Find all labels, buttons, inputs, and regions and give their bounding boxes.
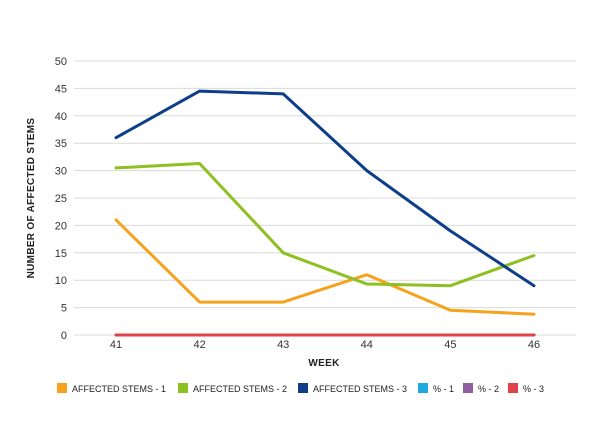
legend-label: AFFECTED STEMS - 3 xyxy=(313,384,407,394)
y-tick-label: 35 xyxy=(55,138,67,150)
legend-label: % - 3 xyxy=(523,384,544,394)
x-axis-ticks: 41 42 43 44 45 46 xyxy=(110,339,540,351)
y-tick-label: 5 xyxy=(61,303,67,315)
legend: AFFECTED STEMS - 1 AFFECTED STEMS - 2 AFFE… xyxy=(57,383,544,394)
legend-item: % - 3 xyxy=(508,383,544,394)
legend-item: AFFECTED STEMS - 2 xyxy=(178,383,287,394)
y-tick-label: 25 xyxy=(55,193,67,205)
legend-label: AFFECTED STEMS - 2 xyxy=(193,384,287,394)
legend-label: % - 1 xyxy=(433,384,454,394)
legend-item: AFFECTED STEMS - 1 xyxy=(57,383,166,394)
legend-item: AFFECTED STEMS - 3 xyxy=(298,383,407,394)
y-axis-ticks: 0 5 10 15 20 25 30 35 40 45 50 xyxy=(55,56,67,342)
x-axis-title: WEEK xyxy=(308,358,340,369)
grid-lines xyxy=(74,60,576,336)
legend-swatch xyxy=(178,383,188,393)
x-tick-label: 46 xyxy=(528,339,540,351)
y-axis-title: NUMBER OF AFFECTED STEMS xyxy=(26,118,37,279)
legend-swatch xyxy=(298,383,308,393)
series-line-1 xyxy=(114,218,536,316)
legend-swatch xyxy=(418,383,428,393)
x-tick-label: 45 xyxy=(444,339,456,351)
series-line-3 xyxy=(114,89,536,288)
y-tick-label: 15 xyxy=(55,248,67,260)
series-lines xyxy=(114,89,536,337)
x-tick-label: 43 xyxy=(277,339,289,351)
legend-swatch xyxy=(463,383,473,393)
legend-swatch xyxy=(57,383,67,393)
y-tick-label: 50 xyxy=(55,56,67,68)
y-tick-label: 45 xyxy=(55,83,67,95)
legend-item: % - 1 xyxy=(418,383,454,394)
legend-swatch xyxy=(508,383,518,393)
y-tick-label: 0 xyxy=(61,330,67,342)
x-tick-label: 41 xyxy=(110,339,122,351)
series-line-2 xyxy=(114,162,536,288)
y-tick-label: 30 xyxy=(55,166,67,178)
legend-label: AFFECTED STEMS - 1 xyxy=(72,384,166,394)
legend-item: % - 2 xyxy=(463,383,499,394)
x-tick-label: 42 xyxy=(193,339,205,351)
y-tick-label: 20 xyxy=(55,220,67,232)
legend-label: % - 2 xyxy=(478,384,499,394)
y-tick-label: 10 xyxy=(55,275,67,287)
y-tick-label: 40 xyxy=(55,111,67,123)
x-tick-label: 44 xyxy=(361,339,373,351)
